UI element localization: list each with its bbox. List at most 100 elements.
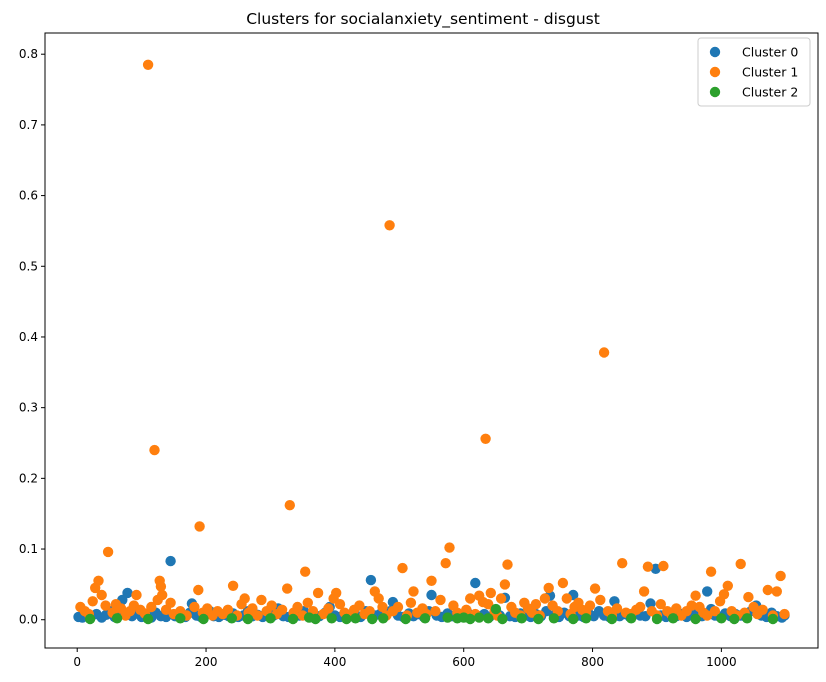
data-point [193, 584, 204, 596]
data-point [658, 560, 669, 572]
y-tick-label: 0.1 [19, 542, 38, 556]
x-axis: 0 200 400 600 800 1000 [73, 648, 737, 669]
data-point [568, 613, 579, 625]
y-tick-label: 0.4 [19, 330, 38, 344]
data-point [149, 444, 160, 456]
data-point [96, 589, 107, 601]
series-1 [75, 59, 790, 621]
data-point [392, 601, 404, 613]
x-tick-label: 800 [581, 655, 604, 669]
points-layer [73, 59, 790, 625]
data-point [442, 612, 453, 623]
data-point [165, 597, 176, 608]
data-point [561, 593, 572, 604]
data-point [157, 589, 168, 601]
data-point [87, 596, 98, 607]
data-point [265, 613, 276, 624]
data-point [440, 558, 451, 569]
data-point [175, 613, 186, 624]
x-tick-label: 400 [323, 655, 346, 669]
data-point [367, 613, 378, 625]
data-point [690, 590, 701, 601]
data-point [702, 586, 713, 597]
data-point [530, 599, 542, 610]
series-2 [84, 603, 779, 625]
data-point [111, 613, 123, 624]
data-point [282, 583, 293, 594]
data-point [146, 601, 157, 613]
data-point [483, 599, 494, 610]
data-point [743, 591, 754, 603]
data-point [354, 600, 365, 611]
data-point [300, 566, 311, 577]
data-point [470, 577, 481, 589]
data-point [502, 559, 513, 570]
legend-label: Cluster 1 [742, 65, 798, 80]
data-point [266, 600, 277, 611]
data-point [426, 575, 437, 586]
data-point [326, 613, 337, 624]
data-point [490, 603, 502, 615]
data-point [287, 613, 299, 625]
data-point [222, 604, 234, 615]
data-point [480, 433, 491, 444]
legend-label: Cluster 2 [742, 85, 798, 100]
data-point [655, 599, 666, 610]
x-tick-label: 0 [73, 655, 81, 669]
data-point [474, 612, 485, 623]
data-point [365, 574, 377, 586]
data-point [405, 597, 417, 608]
data-point [292, 601, 303, 613]
data-point [642, 561, 654, 572]
data-point [533, 613, 544, 625]
data-point [331, 587, 342, 599]
data-point [302, 597, 313, 608]
data-point [516, 613, 527, 624]
y-tick-label: 0.3 [19, 401, 38, 415]
data-point [485, 587, 496, 599]
legend-box [697, 37, 811, 107]
data-point [497, 613, 508, 625]
data-point [284, 500, 295, 511]
data-point [495, 593, 507, 604]
data-point [775, 570, 786, 582]
data-point [84, 613, 96, 625]
data-point [377, 601, 388, 613]
legend-label: Cluster 0 [742, 45, 798, 60]
data-point [252, 610, 263, 621]
data-point [617, 558, 628, 569]
y-tick-label: 0.8 [19, 47, 38, 61]
data-point [239, 593, 250, 604]
data-point [705, 566, 717, 577]
data-point [729, 613, 740, 625]
data-point [771, 586, 782, 597]
data-point [690, 613, 701, 625]
data-point [384, 220, 395, 231]
y-tick-label: 0.7 [19, 118, 38, 132]
data-point [426, 589, 437, 601]
chart-title: Clusters for socialanxiety_sentiment - d… [246, 10, 600, 29]
y-axis: 0.0 0.1 0.2 0.3 0.4 0.5 0.6 0.7 0.8 [19, 47, 45, 627]
x-tick-label: 200 [195, 655, 218, 669]
data-point [548, 613, 560, 624]
data-point [757, 604, 768, 615]
data-point [557, 577, 569, 589]
data-point [702, 610, 713, 621]
data-point [709, 606, 721, 617]
data-point [378, 613, 389, 624]
data-point [539, 593, 551, 604]
data-point [142, 59, 154, 70]
data-point [194, 521, 205, 532]
data-point [397, 562, 408, 574]
data-point [430, 606, 441, 617]
data-point [444, 542, 455, 553]
legend-marker [709, 66, 721, 78]
data-point [131, 589, 142, 601]
data-point [142, 613, 154, 625]
data-point [227, 580, 239, 591]
data-point [741, 613, 753, 624]
data-point [499, 579, 511, 590]
data-point [312, 587, 324, 599]
data-point [718, 589, 730, 600]
